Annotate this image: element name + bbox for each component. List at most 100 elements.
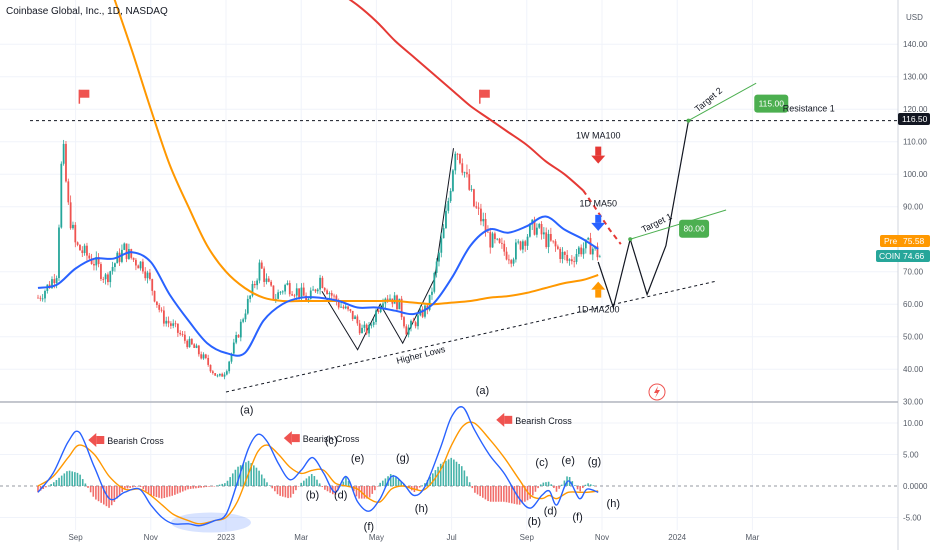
candle-up — [230, 353, 233, 362]
candle-down — [253, 283, 256, 286]
wave-label: (f) — [572, 512, 582, 524]
histogram-bar-positive — [587, 483, 589, 486]
candle-up — [431, 291, 433, 295]
candle-up — [279, 291, 282, 293]
histogram-bar-positive — [84, 483, 87, 486]
candle-up — [528, 224, 531, 237]
histogram-bar-negative — [195, 486, 197, 489]
target2-point — [686, 118, 691, 123]
macd-line — [37, 406, 599, 527]
ma50-label: 1D MA50 — [579, 199, 617, 209]
candle-down — [263, 268, 266, 282]
currency-label[interactable]: USD — [906, 13, 923, 22]
candle-down — [519, 241, 522, 250]
histogram-bar-positive — [379, 482, 381, 486]
candle-down — [167, 320, 170, 324]
histogram-bar-negative — [100, 486, 102, 503]
histogram-bar-positive — [216, 485, 218, 486]
candle-down — [475, 206, 478, 208]
histogram-bar-positive — [47, 485, 50, 487]
histogram-bar-positive — [308, 476, 310, 486]
moving-averages — [37, 0, 622, 357]
candle-down — [559, 248, 562, 259]
candle-down — [412, 320, 415, 323]
histogram-bar-positive — [345, 477, 347, 486]
candle-down — [349, 309, 352, 311]
candle-up — [281, 291, 284, 293]
candle-down — [214, 373, 217, 376]
candle-down — [155, 301, 158, 305]
time-tick-label: Sep — [520, 533, 535, 542]
histogram-bar-negative — [529, 486, 531, 499]
histogram-bar-positive — [453, 459, 455, 486]
histogram-bar-positive — [239, 465, 242, 486]
time-tick-label: Nov — [144, 533, 158, 542]
histogram-bar-negative — [200, 486, 202, 488]
candle-down — [102, 278, 105, 280]
histogram-bar-positive — [397, 479, 400, 486]
candle-down — [130, 249, 133, 258]
candle-down — [197, 345, 200, 355]
candle-down — [580, 247, 583, 255]
candle-up — [44, 290, 46, 299]
candle-down — [566, 254, 569, 261]
histogram-bar-negative — [284, 486, 287, 498]
macd-tick-label: 0.0000 — [903, 482, 928, 491]
histogram-bar-positive — [58, 477, 60, 486]
candle-up — [496, 238, 499, 240]
candle-up — [62, 143, 65, 164]
histogram-bar-positive — [458, 463, 460, 486]
histogram-bar-positive — [268, 485, 271, 486]
histogram-bar-positive — [79, 474, 81, 486]
wave-label: (e) — [351, 453, 364, 465]
macd-axis[interactable]: 10.00 5.00 0.0000 -5.00 — [903, 419, 928, 523]
bearish-cross-arrow-shaft — [96, 436, 105, 445]
candle-down — [183, 334, 186, 341]
histogram-bar-negative — [108, 486, 110, 508]
time-tick-label: Sep — [68, 533, 83, 542]
histogram-bar-negative — [363, 486, 366, 499]
candle-down — [204, 354, 207, 358]
candle-up — [109, 271, 112, 283]
candle-down — [342, 306, 345, 309]
time-axis[interactable]: Sep Nov 2023 Mar May Jul Sep Nov 2024 Mar — [68, 533, 759, 542]
candle-down — [67, 181, 70, 203]
candle-down — [39, 297, 42, 299]
wave-label: (d) — [334, 490, 347, 502]
last-price-tag: COIN 74.66 — [876, 250, 930, 262]
candle-down — [37, 297, 39, 299]
last-price-tag-bg — [876, 250, 930, 262]
price-tick-label: 60.00 — [903, 300, 924, 309]
candle-down — [400, 298, 403, 318]
histogram-bar-positive — [55, 480, 58, 486]
histogram-bar-negative — [121, 486, 124, 492]
candle-down — [181, 334, 184, 336]
histogram-bar-negative — [208, 486, 210, 487]
candle-up — [284, 284, 287, 292]
price-axis[interactable]: 140.00 130.00 120.00 110.00 100.00 90.00 70.00… — [903, 40, 928, 407]
ma200-line — [113, 0, 599, 306]
candle-up — [398, 298, 401, 310]
histogram-bar-positive — [245, 462, 247, 486]
candle-up — [128, 249, 130, 259]
histogram-bar-negative — [129, 486, 131, 488]
histogram-bar-positive — [68, 470, 71, 486]
ma100w-arrow-shaft — [595, 146, 602, 156]
target1-box — [679, 219, 710, 238]
candle-up — [438, 252, 440, 262]
candle-down — [107, 274, 109, 283]
lightning-icon[interactable] — [648, 383, 666, 401]
histogram-bar-positive — [263, 478, 266, 486]
histogram-bar-negative — [487, 486, 489, 502]
histogram-bar-negative — [126, 486, 129, 489]
wave-label: (a) — [476, 385, 489, 397]
candle-up — [389, 298, 391, 300]
candle-down — [291, 294, 294, 296]
histogram-bar-negative — [142, 486, 145, 490]
wave-label: (f) — [364, 521, 374, 533]
candle-up — [277, 292, 280, 299]
histogram-bar-negative — [192, 486, 195, 489]
wave-label: (g) — [588, 456, 601, 468]
candle-down — [193, 344, 196, 348]
histogram-bar-negative — [160, 486, 163, 499]
